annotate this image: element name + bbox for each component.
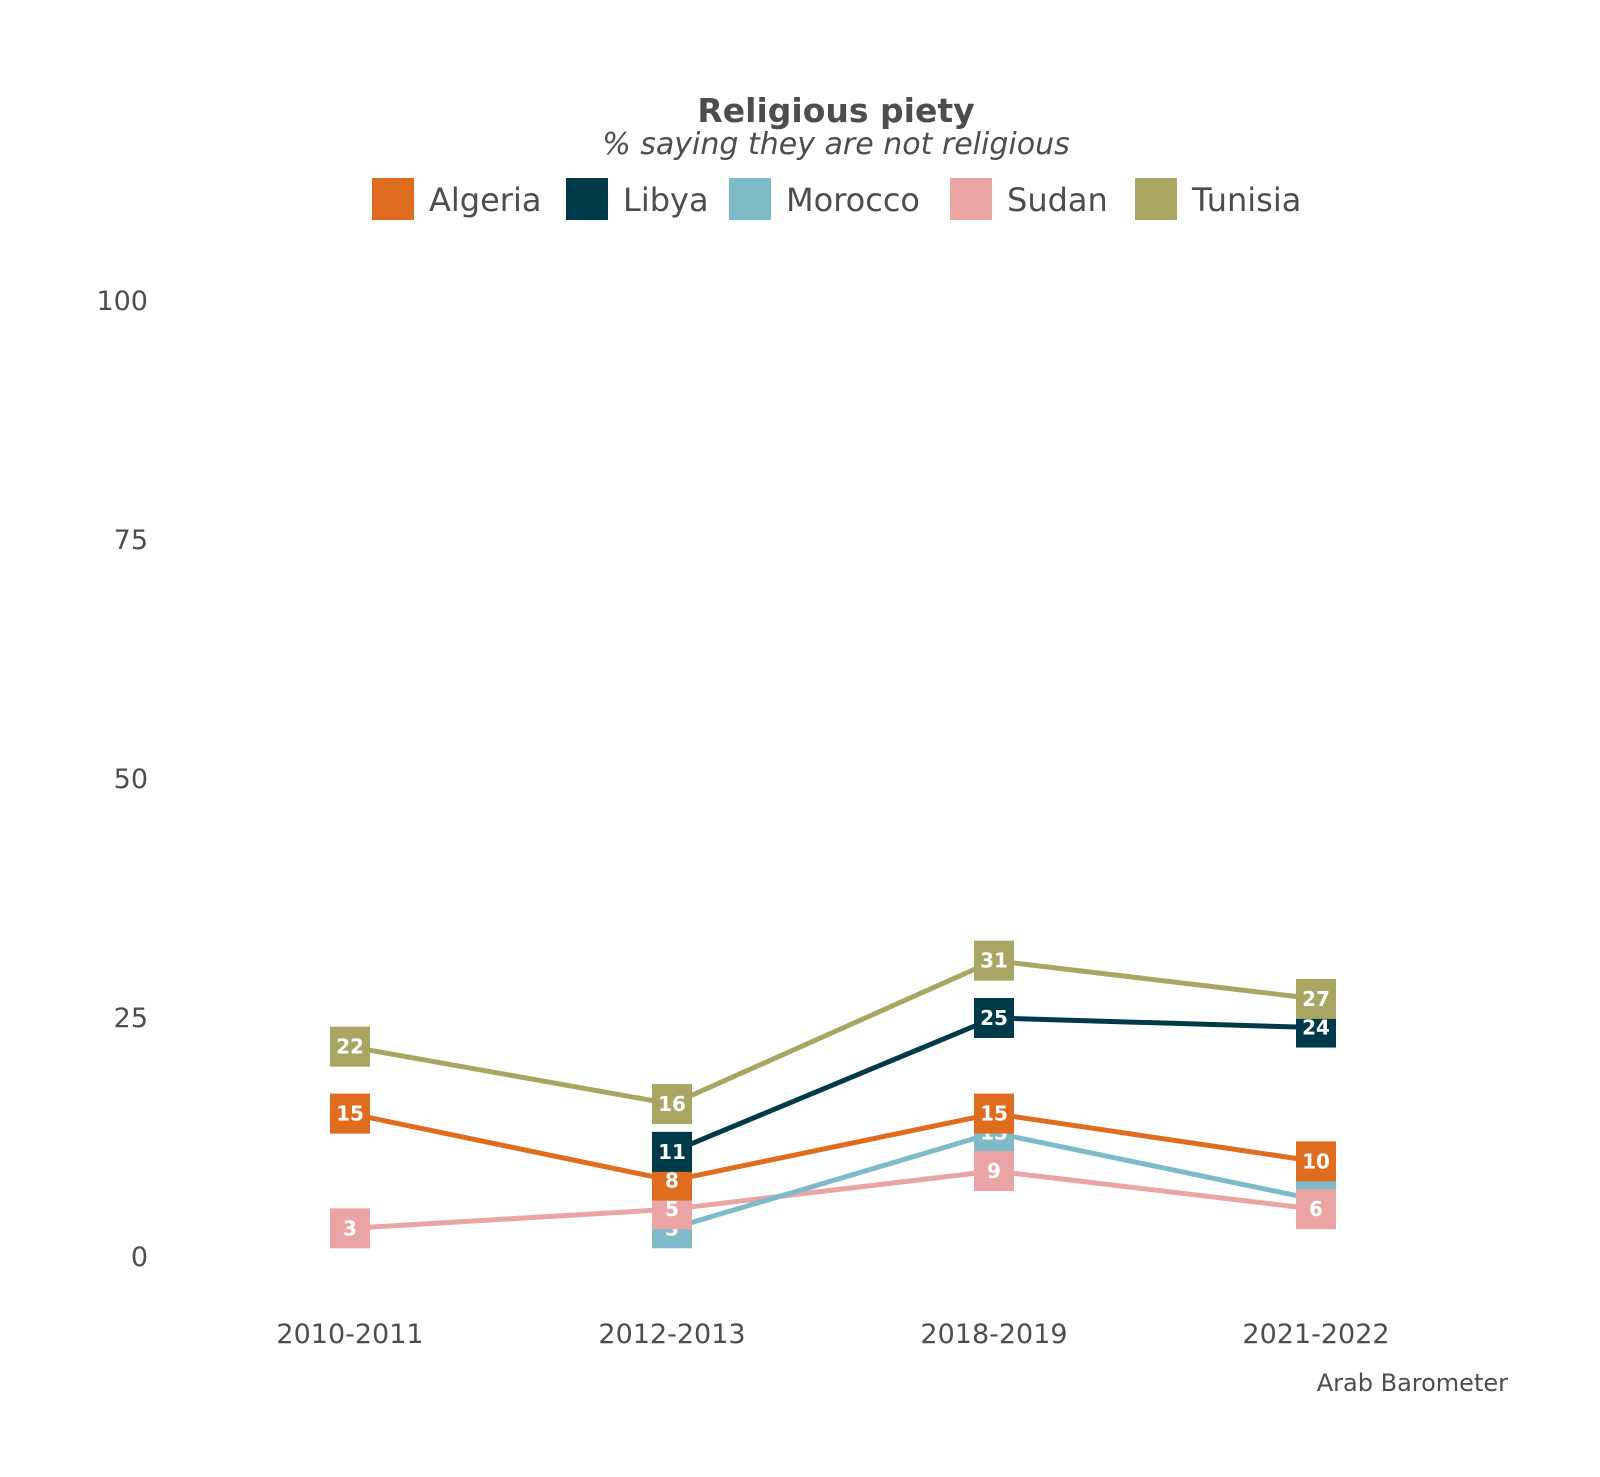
series-line-sudan xyxy=(349,1168,1317,1231)
series-line-algeria xyxy=(349,1111,1317,1184)
chart-legend: Algeria Libya Morocco Sudan Tunisia xyxy=(372,178,1301,220)
y-tick-label-0: 0 xyxy=(131,1242,148,1273)
data-marker-tunisia-2010-2011 xyxy=(330,1026,370,1067)
data-marker-sudan-2010-2011 xyxy=(330,1208,370,1249)
data-marker-algeria-2021-2022 xyxy=(1296,1141,1336,1182)
legend-label-sudan: Sudan xyxy=(1007,181,1108,219)
legend-swatch-sudan xyxy=(950,178,992,220)
series-markers: 3133596158151011252422163127 xyxy=(330,940,1336,1249)
data-marker-libya-2012-2013 xyxy=(652,1131,692,1172)
data-label-algeria-2010-2011: 15 xyxy=(336,1102,364,1126)
data-point-tunisia-2021-2022: 27 xyxy=(1296,978,1336,1019)
series-line-tunisia xyxy=(349,958,1317,1107)
data-point-sudan-2021-2022: 6 xyxy=(1296,1189,1336,1230)
chart-subtitle: % saying they are not religious xyxy=(602,127,1069,162)
x-axis: 2010-2011 2012-2013 2018-2019 2021-2022 xyxy=(276,1319,1389,1350)
data-point-libya-2018-2019: 25 xyxy=(974,998,1014,1038)
data-label-sudan-2018-2019: 9 xyxy=(987,1159,1001,1183)
x-tick-label-2018-2019: 2018-2019 xyxy=(920,1319,1067,1350)
chart-title: Religious piety xyxy=(697,91,974,130)
data-label-sudan-2021-2022: 6 xyxy=(1309,1197,1323,1221)
data-label-tunisia-2018-2019: 31 xyxy=(980,949,1008,973)
data-label-libya-2018-2019: 25 xyxy=(980,1006,1008,1030)
legend-label-libya: Libya xyxy=(623,181,709,219)
data-label-algeria-2018-2019: 15 xyxy=(980,1102,1008,1126)
legend-label-morocco: Morocco xyxy=(786,181,920,219)
data-label-libya-2021-2022: 24 xyxy=(1302,1016,1330,1040)
legend-swatch-tunisia xyxy=(1135,178,1177,220)
legend-item-algeria: Algeria xyxy=(372,178,541,220)
data-marker-algeria-2018-2019 xyxy=(974,1093,1014,1134)
data-point-tunisia-2010-2011: 22 xyxy=(330,1026,370,1067)
y-tick-label-75: 75 xyxy=(114,525,148,556)
data-marker-tunisia-2012-2013 xyxy=(652,1084,692,1125)
data-point-algeria-2018-2019: 15 xyxy=(974,1093,1014,1134)
data-marker-tunisia-2018-2019 xyxy=(974,940,1014,981)
data-point-tunisia-2018-2019: 31 xyxy=(974,940,1014,981)
legend-swatch-morocco xyxy=(729,178,771,220)
data-label-algeria-2021-2022: 10 xyxy=(1302,1149,1330,1173)
chart-caption: Arab Barometer xyxy=(1317,1369,1508,1397)
legend-label-tunisia: Tunisia xyxy=(1191,181,1301,219)
data-label-sudan-2010-2011: 3 xyxy=(343,1216,357,1240)
y-tick-label-100: 100 xyxy=(96,286,148,317)
legend-label-algeria: Algeria xyxy=(429,181,541,219)
data-point-algeria-2010-2011: 15 xyxy=(330,1093,370,1134)
series-lines xyxy=(349,958,1317,1231)
legend-item-tunisia: Tunisia xyxy=(1135,178,1301,220)
y-axis: 0 25 50 75 100 xyxy=(96,286,148,1273)
x-tick-label-2012-2013: 2012-2013 xyxy=(598,1319,745,1350)
data-label-tunisia-2010-2011: 22 xyxy=(336,1035,364,1059)
legend-swatch-algeria xyxy=(372,178,414,220)
data-marker-libya-2018-2019 xyxy=(974,998,1014,1038)
legend-item-morocco: Morocco xyxy=(729,178,920,220)
data-label-tunisia-2021-2022: 27 xyxy=(1302,987,1330,1011)
legend-swatch-libya xyxy=(566,178,608,220)
data-marker-sudan-2021-2022 xyxy=(1296,1189,1336,1230)
data-label-sudan-2012-2013: 5 xyxy=(665,1197,679,1221)
data-point-algeria-2021-2022: 10 xyxy=(1296,1141,1336,1182)
data-point-libya-2012-2013: 11 xyxy=(652,1131,692,1172)
x-tick-label-2010-2011: 2010-2011 xyxy=(276,1319,423,1350)
data-point-tunisia-2012-2013: 16 xyxy=(652,1084,692,1125)
legend-item-libya: Libya xyxy=(566,178,709,220)
legend-item-sudan: Sudan xyxy=(950,178,1108,220)
data-marker-algeria-2010-2011 xyxy=(330,1093,370,1134)
data-label-libya-2012-2013: 11 xyxy=(658,1140,686,1164)
data-label-tunisia-2012-2013: 16 xyxy=(658,1092,686,1116)
x-tick-label-2021-2022: 2021-2022 xyxy=(1242,1319,1389,1350)
data-point-sudan-2010-2011: 3 xyxy=(330,1208,370,1249)
data-marker-tunisia-2021-2022 xyxy=(1296,978,1336,1019)
data-point-sudan-2018-2019: 9 xyxy=(974,1150,1014,1191)
y-tick-label-50: 50 xyxy=(114,764,148,795)
y-tick-label-25: 25 xyxy=(114,1003,148,1034)
data-marker-sudan-2018-2019 xyxy=(974,1150,1014,1191)
data-label-algeria-2012-2013: 8 xyxy=(665,1169,679,1193)
